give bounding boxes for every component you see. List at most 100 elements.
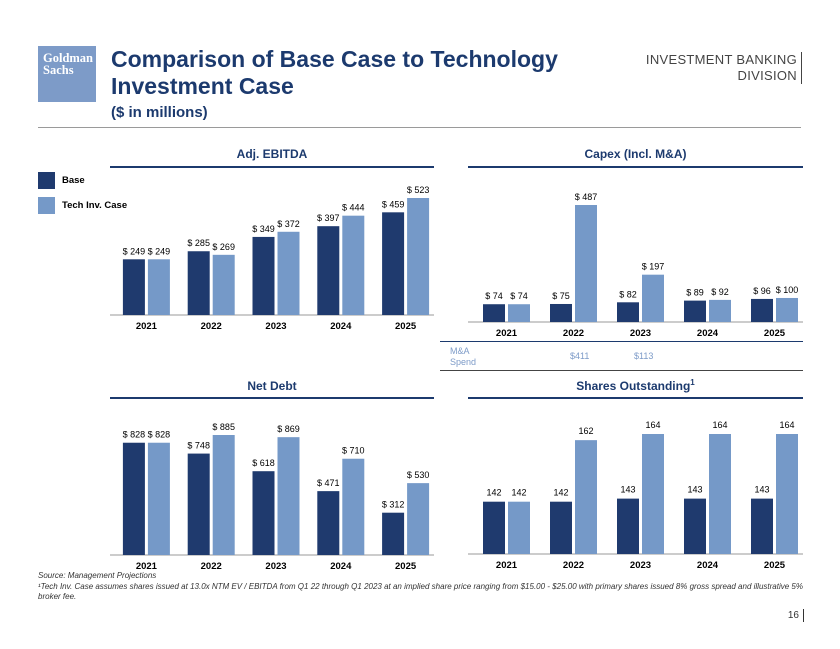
shares-bar-base-2021 [483,501,505,554]
shares-label-tech-2024: 164 [712,420,727,430]
ebitda-label-tech-2024: $ 444 [342,203,365,213]
capex-tick-2024: 2024 [697,328,719,339]
capex-label-base-2023: $ 82 [619,289,637,299]
ebitda-bar-base-2025 [382,212,405,315]
netdebt-bar-base-2023 [252,471,275,555]
capex-bar-base-2023 [617,302,639,322]
netdebt-bar-tech-2025 [407,483,430,555]
footnote-source: Source: Management Projections [38,571,157,580]
netdebt-bar-base-2021 [122,442,145,555]
legend-item-tech: Tech Inv. Case [38,197,127,214]
shares-label-tech-2025: 164 [779,420,794,430]
ma-spend-2022: $411 [570,351,590,361]
netdebt-tick-2021: 2021 [136,561,158,572]
netdebt-label-base-2023: $ 618 [252,458,275,468]
legend-label-tech: Tech Inv. Case [62,200,128,211]
page-number: 16 [788,609,804,622]
netdebt-tick-2022: 2022 [201,561,222,572]
netdebt-bar-base-2025 [382,512,405,555]
logo-line-2: Sachs [43,63,74,77]
ebitda-bar-base-2023 [252,236,275,315]
capex-bar-base-2024 [684,300,706,322]
netdebt-bar-tech-2021 [147,442,170,555]
netdebt-chart-title: Net Debt [247,379,297,393]
ebitda-bar-tech-2025 [407,198,430,315]
capex-tick-2023: 2023 [630,328,651,339]
ebitda-tick-2023: 2023 [265,321,286,332]
ma-spend-label-line-1: M&A [450,346,470,356]
division-line-2: DIVISION [737,68,797,83]
shares-bar-tech-2022 [575,440,597,554]
shares-chart-title: Shares Outstanding1 [468,378,803,393]
ebitda-label-tech-2022: $ 269 [212,242,235,252]
netdebt-bar-tech-2022 [212,435,235,555]
netdebt-bar-base-2024 [317,491,340,555]
shares-title-text: Shares Outstanding [576,379,691,393]
legend-item-base: Base [38,172,127,189]
capex-label-base-2021: $ 74 [485,291,503,301]
shares-label-base-2022: 142 [553,488,568,498]
netdebt-label-base-2022: $ 748 [187,441,210,451]
shares-label-base-2021: 142 [486,488,501,498]
ebitda-label-base-2024: $ 397 [317,213,340,223]
netdebt-label-tech-2024: $ 710 [342,446,365,456]
shares-bar-base-2025 [751,498,773,554]
capex-bar-tech-2024 [709,299,731,322]
capex-label-base-2025: $ 96 [753,286,771,296]
ebitda-label-tech-2021: $ 249 [148,246,171,256]
capex-label-base-2022: $ 75 [552,291,570,301]
shares-bar-base-2022 [550,501,572,554]
ebitda-chart-title: Adj. EBITDA [236,147,308,161]
shares-label-tech-2021: 142 [511,488,526,498]
division-line-1: INVESTMENT BANKING [645,52,797,67]
capex-tick-2025: 2025 [764,328,786,339]
netdebt-bar-tech-2024 [342,458,365,555]
capex-tick-2022: 2022 [563,328,584,339]
legend-label-base: Base [62,175,85,186]
ebitda-label-base-2021: $ 249 [123,246,146,256]
page-subtitle: ($ in millions) [111,104,208,121]
ebitda-tick-2021: 2021 [136,321,158,332]
footnote: Source: Management Projections ¹Tech Inv… [38,571,808,603]
capex-label-tech-2021: $ 74 [510,291,528,301]
shares-label-base-2024: 143 [687,485,702,495]
netdebt-bar-tech-2023 [277,437,300,555]
ebitda-tick-2025: 2025 [395,321,417,332]
ma-spend-label: M&A Spend [450,346,510,368]
netdebt-bar-base-2022 [187,453,210,555]
ma-spend-row: M&A Spend $411 $113 [440,341,803,371]
netdebt-title-underline [110,397,434,399]
footnote-note: ¹Tech Inv. Case assumes shares issued at… [38,581,803,602]
shares-label-base-2025: 143 [754,485,769,495]
ebitda-tick-2024: 2024 [330,321,352,332]
netdebt-label-tech-2021: $ 828 [148,430,171,440]
ebitda-title-underline [110,166,434,168]
shares-tick-2024: 2024 [697,560,719,571]
ebitda-bar-base-2021 [122,259,145,315]
ebitda-label-base-2025: $ 459 [382,199,405,209]
netdebt-tick-2025: 2025 [395,561,417,572]
netdebt-label-tech-2023: $ 869 [277,424,300,434]
capex-bar-base-2025 [751,298,773,322]
netdebt-label-base-2024: $ 471 [317,478,340,488]
netdebt-tick-2024: 2024 [330,561,352,572]
legend-swatch-base [38,172,55,189]
ebitda-bar-tech-2024 [342,215,365,315]
shares-bar-tech-2025 [776,434,798,554]
netdebt-label-base-2021: $ 828 [123,430,146,440]
netdebt-label-tech-2022: $ 885 [212,422,235,432]
shares-title-underline [468,397,803,399]
capex-tick-2021: 2021 [496,328,518,339]
legend-swatch-tech [38,197,55,214]
ebitda-bar-tech-2021 [147,259,170,315]
shares-label-base-2023: 143 [620,485,635,495]
shares-tick-2025: 2025 [764,560,786,571]
header-divider [38,127,801,128]
shares-bar-base-2024 [684,498,706,554]
ebitda-tick-2022: 2022 [201,321,222,332]
capex-label-tech-2025: $ 100 [776,285,799,295]
goldman-sachs-logo: Goldman Sachs [38,46,96,102]
ma-spend-2023: $113 [634,351,654,361]
shares-bar-base-2023 [617,498,639,554]
legend: Base Tech Inv. Case [38,172,127,222]
